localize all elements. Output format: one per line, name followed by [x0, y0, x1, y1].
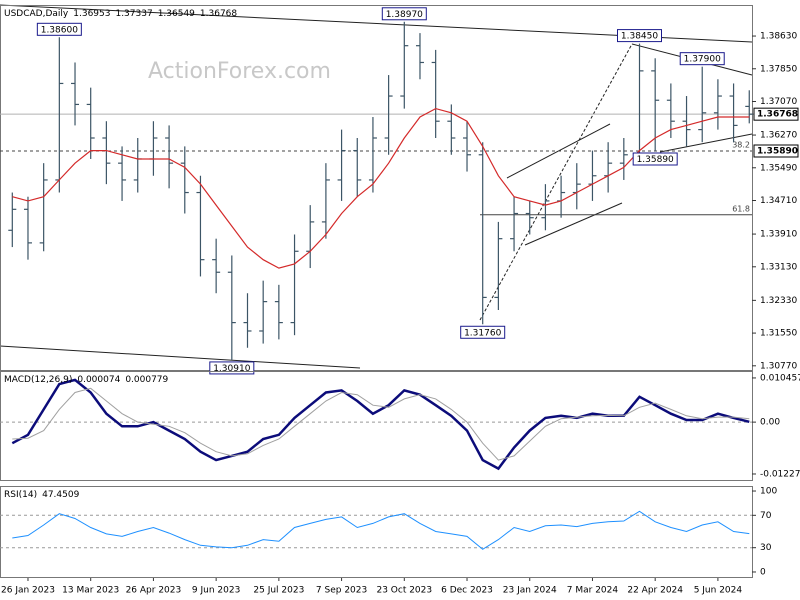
x-tick-label: 23 Oct 2023	[376, 586, 432, 596]
y-tick-label: 30	[760, 543, 772, 553]
trend-line	[659, 133, 753, 153]
x-tick-label: 22 Apr 2024	[627, 586, 683, 596]
y-tick-label: 0	[760, 567, 766, 577]
panel-frame	[0, 371, 753, 481]
annotation-label: 1.38450	[621, 32, 658, 42]
y-tick-label: 100	[760, 487, 777, 497]
annotation-box	[209, 361, 255, 375]
title-value: 1.37337	[115, 9, 152, 19]
annotation-label: 1.38600	[41, 25, 78, 35]
title-text: USDCAD,Daily	[4, 9, 69, 19]
x-tick-label: 13 Mar 2023	[62, 586, 119, 596]
y-tick-label: -0.012276	[760, 469, 800, 479]
indicator-line	[12, 510, 750, 550]
y-tick-label: 1.38630	[760, 32, 797, 42]
annotation-box	[632, 152, 678, 166]
x-tick-label: 25 Jul 2023	[253, 586, 304, 596]
price-box	[753, 144, 799, 158]
price-box	[753, 107, 799, 121]
trend-line	[479, 43, 633, 321]
indicator-line	[11, 378, 750, 471]
y-tick-label: 0.00	[760, 418, 780, 428]
panel-title: USDCAD,Daily 1.36953 1.37337 1.36549 1.36768	[4, 9, 237, 19]
x-tick-label: 6 Dec 2023	[441, 586, 493, 596]
title-value: 47.4509	[42, 490, 79, 500]
title-text: RSI(14)	[4, 490, 37, 500]
panel-title: MACD(12,26,9) 0.000074 0.000779	[4, 375, 169, 385]
x-tick-label: 9 Jun 2023	[192, 586, 240, 596]
y-tick-label: 1.33130	[760, 262, 797, 272]
x-tick-label: 7 Sep 2023	[316, 586, 367, 596]
x-tick-label: 26 Apr 2023	[126, 586, 182, 596]
x-tick-label: 26 Jan 2023	[1, 586, 55, 596]
price-box-label: 1.35890	[757, 147, 798, 157]
annotation-box	[381, 7, 427, 21]
title-value: 0.000074	[77, 375, 120, 385]
y-tick-label: 1.37070	[760, 97, 797, 107]
fib-label: 38.2	[732, 141, 750, 150]
y-tick-label: 1.33910	[760, 230, 797, 240]
y-tick-label: 1.30770	[760, 361, 797, 371]
annotation-box	[460, 325, 506, 339]
y-tick-label: 1.32330	[760, 296, 797, 306]
y-tick-label: 70	[760, 511, 772, 521]
current-price-label: 1.36768	[757, 110, 798, 120]
x-tick-label: 5 Jun 2024	[694, 586, 743, 596]
y-tick-label: 1.35490	[760, 163, 797, 173]
panel-frame	[0, 5, 753, 371]
annotation-label: 1.31760	[464, 328, 501, 338]
annotation-box	[617, 29, 662, 43]
panel-title: RSI(14) 47.4509	[4, 490, 80, 500]
title-text: MACD(12,26,9)	[4, 375, 72, 385]
trend-line	[524, 202, 623, 246]
title-value: 1.36953	[73, 9, 110, 19]
annotation-label: 1.30910	[213, 364, 250, 374]
y-tick-label: 1.34710	[760, 196, 797, 206]
trend-line	[0, 345, 361, 369]
y-tick-label: 1.31550	[760, 329, 797, 339]
fib-label: 61.8	[732, 204, 750, 213]
y-tick-label: 0.010457	[760, 373, 800, 383]
annotation-label: 1.35890	[637, 155, 674, 165]
annotation-box	[36, 22, 82, 36]
title-value: 1.36768	[200, 9, 237, 19]
annotation-label: 1.38970	[386, 10, 423, 20]
watermark: ActionForex.com	[148, 59, 331, 84]
y-tick-label: 1.36270	[760, 131, 797, 141]
annotation-box	[679, 52, 725, 66]
indicator-line	[12, 387, 750, 461]
panel-frame	[0, 486, 753, 578]
x-tick-label: 7 Mar 2024	[567, 586, 619, 596]
moving-average	[12, 107, 750, 269]
title-value: 1.36549	[158, 9, 195, 19]
title-value: 0.000779	[125, 375, 168, 385]
annotation-label: 1.37900	[684, 55, 721, 65]
y-tick-label: 1.37850	[760, 64, 797, 74]
x-tick-label: 23 Jan 2024	[503, 586, 557, 596]
